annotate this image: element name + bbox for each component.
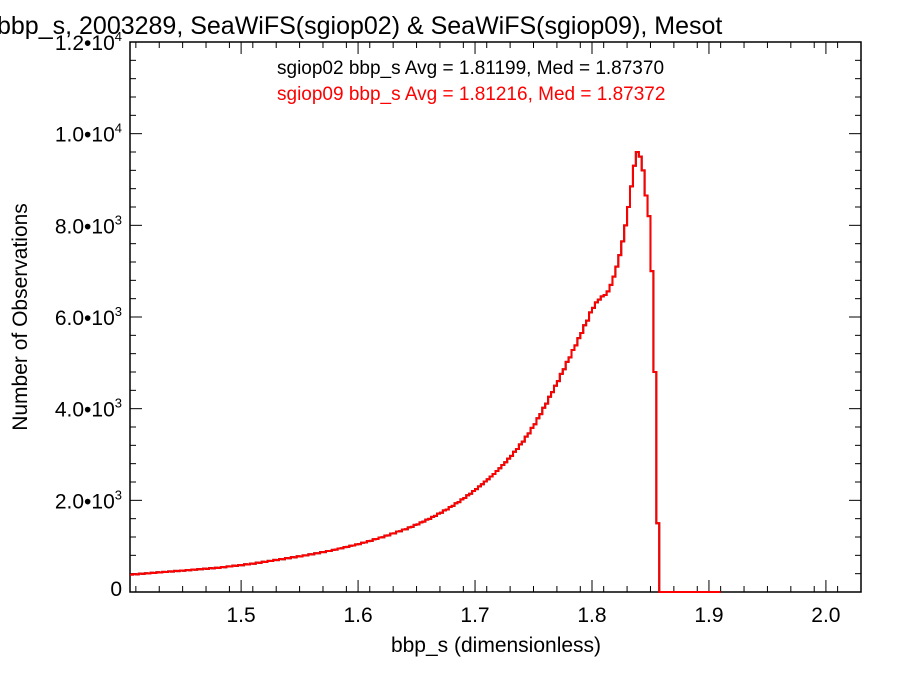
plot-frame (129, 41, 862, 593)
y-tick-mantissa: 0 (110, 578, 122, 601)
y-tick-labels: 02.0•1034.0•1036.0•1038.0•1031.0•1041.2•… (55, 29, 122, 601)
x-axis-label: bbp_s (dimensionless) (391, 634, 601, 657)
series-sgiop02-line (130, 151, 721, 593)
x-tick-label: 2.0 (811, 604, 840, 627)
y-tick-mantissa: 8.0•10 (55, 215, 115, 238)
y-tick-label: 8.0•103 (55, 212, 122, 238)
y-axis-label: Number of Observations (9, 203, 32, 431)
x-tick-label: 1.8 (577, 604, 606, 627)
y-tick-label: 1.0•104 (55, 121, 122, 147)
axis-ticks (130, 41, 861, 593)
y-tick-mantissa: 6.0•10 (55, 307, 115, 330)
x-tick-label: 1.9 (694, 604, 723, 627)
y-tick-mantissa: 2.0•10 (55, 490, 115, 513)
y-tick-mantissa: 1.2•10 (55, 32, 115, 55)
chart-title: bbp_s, 2003289, SeaWiFS(sgiop02) & SeaWi… (0, 12, 722, 40)
y-tick-label: 2.0•103 (55, 487, 122, 513)
y-tick-exponent: 4 (115, 121, 122, 136)
y-tick-exponent: 3 (115, 396, 122, 411)
series-sgiop09-line (130, 151, 721, 593)
series-layer (130, 151, 721, 593)
y-tick-exponent: 4 (115, 29, 122, 44)
x-tick-label: 1.7 (460, 604, 489, 627)
x-tick-labels: 1.5 1.6 1.7 1.8 1.9 2.0 (227, 604, 841, 627)
y-tick-exponent: 3 (115, 212, 122, 227)
y-tick-exponent: 3 (115, 487, 122, 502)
y-tick-label: 4.0•103 (55, 396, 122, 422)
y-tick-label: 0 (110, 578, 122, 601)
y-tick-label: 1.2•104 (55, 29, 122, 55)
y-tick-mantissa: 4.0•10 (55, 399, 115, 422)
y-tick-mantissa: 1.0•10 (55, 124, 115, 147)
legend-sgiop02: sgiop02 bbp_s Avg = 1.81199, Med = 1.873… (277, 58, 664, 79)
legend-sgiop09: sgiop09 bbp_s Avg = 1.81216, Med = 1.873… (277, 84, 665, 105)
x-tick-label: 1.5 (227, 604, 256, 627)
y-tick-label: 6.0•103 (55, 304, 122, 330)
y-tick-exponent: 3 (115, 304, 122, 319)
x-tick-label: 1.6 (343, 604, 372, 627)
